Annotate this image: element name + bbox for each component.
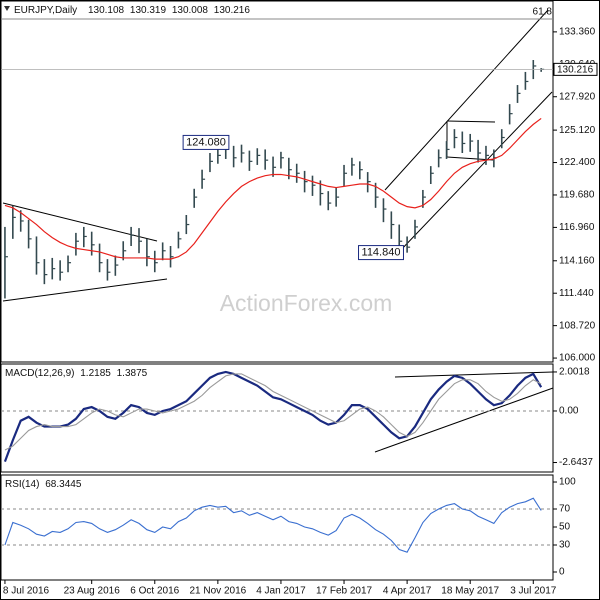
fibonacci-label: 61.8 — [533, 7, 553, 18]
y-tick-label: 106.000 — [559, 353, 596, 364]
y-tick-label: 119.680 — [559, 190, 595, 201]
macd-title: MACD(12,26,9) — [5, 368, 74, 379]
low-value: 130.008 — [172, 5, 209, 16]
y-tick-label: 30 — [559, 540, 571, 551]
y-tick-label: 125.120 — [559, 125, 596, 136]
annotation-box — [182, 134, 230, 150]
x-tick-label: 4 Jan 2017 — [256, 586, 306, 597]
channel-line — [397, 91, 553, 254]
y-tick-label: 50 — [559, 522, 571, 533]
y-tick-label: -2.6437 — [559, 457, 593, 468]
indicator-line — [4, 497, 542, 553]
rsi-title: RSI(14) — [5, 479, 39, 490]
y-tick-label: 100 — [559, 477, 576, 488]
x-tick-label: 17 Feb 2017 — [316, 586, 373, 597]
rsi-value: 68.3445 — [45, 479, 82, 490]
x-tick-label: 23 Aug 2016 — [64, 586, 121, 597]
y-tick-label: 0 — [559, 567, 565, 578]
macd-panel — [0, 363, 554, 473]
current-price-label: 130.216 — [557, 65, 594, 76]
annotation-box — [358, 245, 404, 261]
x-tick-label: 6 Oct 2016 — [130, 586, 179, 597]
y-tick-label: 116.960 — [559, 222, 595, 233]
high-value: 130.319 — [130, 5, 167, 16]
indicator-line — [3, 370, 543, 463]
macd-value: 1.2185 — [80, 368, 111, 379]
channel-line — [384, 9, 549, 191]
x-tick-label: 8 Jul 2016 — [3, 586, 50, 597]
annotation-label: 114.840 — [362, 247, 401, 259]
y-tick-label: 122.400 — [559, 157, 596, 168]
menu-icon — [4, 6, 10, 11]
trend-line — [2, 278, 168, 302]
macd-trend-line — [374, 387, 554, 453]
macd-trend-line — [394, 371, 554, 378]
y-tick-label: 133.360 — [559, 27, 596, 38]
symbol: EURJPY,Daily — [14, 5, 77, 16]
price-panel — [0, 0, 554, 363]
x-tick-label: 4 Apr 2017 — [383, 586, 432, 597]
y-tick-label: 108.720 — [559, 320, 596, 331]
x-tick-label: 21 Nov 2016 — [189, 586, 246, 597]
signal-value: 1.3875 — [117, 368, 148, 379]
y-tick-label: 127.920 — [559, 91, 596, 102]
x-tick-label: 3 Jul 2017 — [510, 586, 557, 597]
watermark: ActionForex.com — [220, 290, 393, 316]
close-value: 130.216 — [214, 5, 251, 16]
price-header: EURJPY,Daily 130.108 130.319 130.008 130… — [14, 5, 250, 16]
y-tick-label: 0.00 — [559, 406, 579, 417]
current-price-tag — [553, 62, 598, 76]
x-tick-label: 18 May 2017 — [441, 586, 499, 597]
rsi-header: RSI(14) 68.3445 — [5, 479, 82, 490]
annotation-label: 124.080 — [186, 136, 226, 148]
y-tick-label: 111.440 — [559, 288, 594, 299]
open-value: 130.108 — [88, 5, 125, 16]
y-tick-label: 2.0018 — [559, 367, 590, 378]
y-tick-label: 114.160 — [559, 255, 595, 266]
indicator-line — [4, 373, 542, 451]
range-line — [446, 120, 496, 123]
moving-average — [4, 117, 542, 260]
y-tick-label: 70 — [559, 504, 571, 515]
macd-header: MACD(12,26,9) 1.2185 1.3875 — [5, 368, 148, 379]
